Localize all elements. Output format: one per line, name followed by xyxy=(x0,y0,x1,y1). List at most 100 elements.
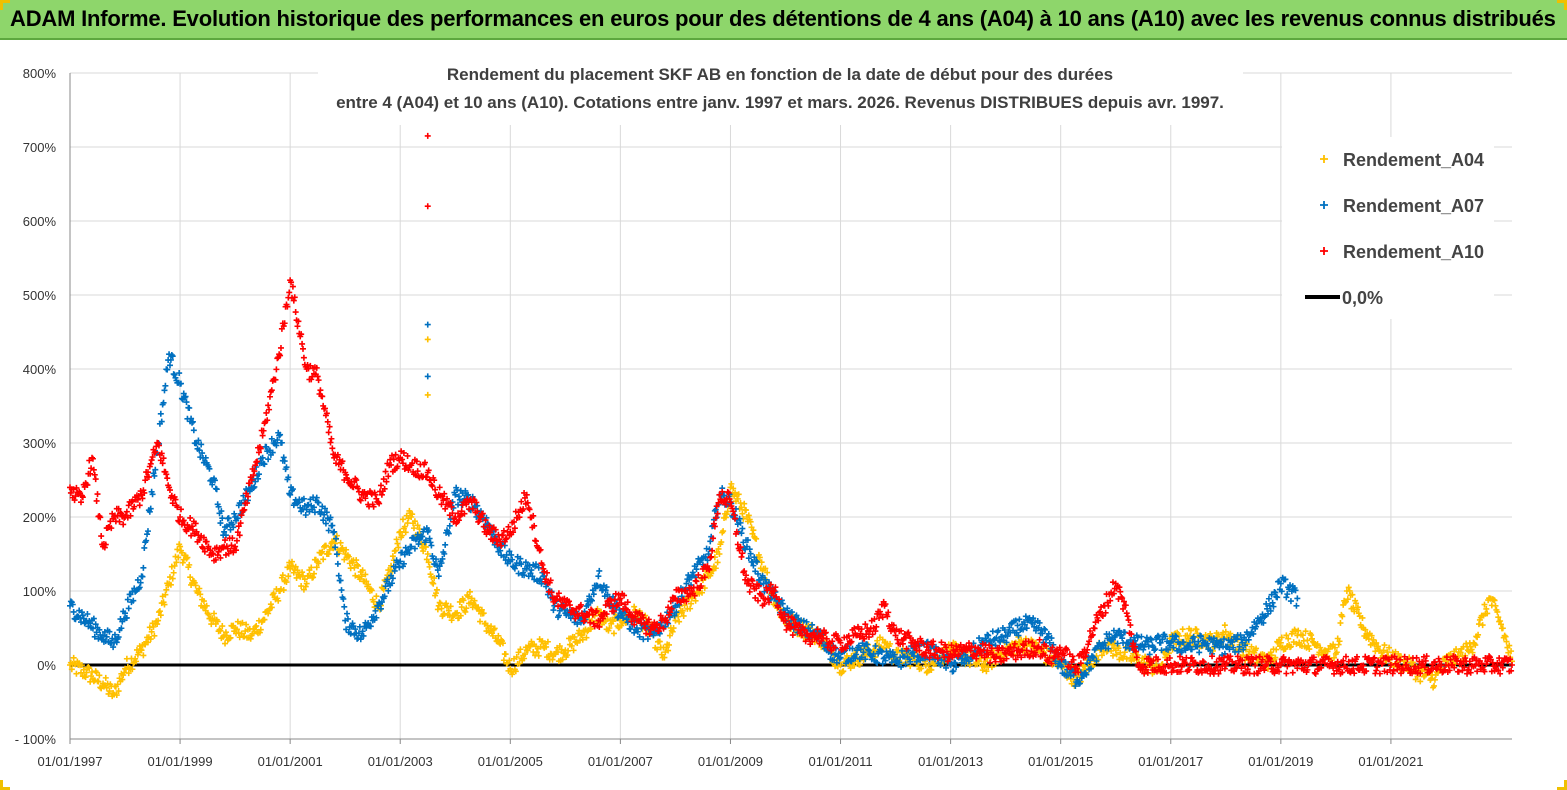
data-point-rendement_a10 xyxy=(1472,662,1479,669)
data-point-rendement_a10 xyxy=(1087,628,1094,635)
data-point-rendement_a10 xyxy=(385,473,392,480)
data-point-rendement_a10 xyxy=(232,543,239,550)
data-point-rendement_a04 xyxy=(1344,596,1351,603)
data-point-rendement_a07 xyxy=(340,595,347,602)
data-point-rendement_a07 xyxy=(474,502,481,509)
data-point-rendement_a04 xyxy=(171,562,178,569)
data-point-rendement_a07 xyxy=(506,548,513,555)
data-point-rendement_a07 xyxy=(130,597,137,604)
data-point-rendement_a10 xyxy=(710,535,717,542)
data-point-rendement_a10 xyxy=(1055,651,1062,658)
data-point-rendement_a04 xyxy=(457,612,464,619)
data-point-rendement_a07 xyxy=(1287,598,1294,605)
legend-marker xyxy=(1320,155,1328,163)
data-point-rendement_a10 xyxy=(869,631,876,638)
data-point-rendement_a04 xyxy=(887,640,894,647)
data-point-rendement_a04 xyxy=(570,647,577,654)
data-point-rendement_a07 xyxy=(325,527,332,534)
data-point-rendement_a07 xyxy=(1270,603,1277,610)
data-point-rendement_a10 xyxy=(505,523,512,530)
data-point-rendement_a07 xyxy=(874,659,881,666)
data-point-rendement_a10 xyxy=(999,645,1006,652)
data-point-rendement_a10 xyxy=(1291,661,1298,668)
data-point-rendement_a07 xyxy=(1166,642,1173,649)
data-point-rendement_a07 xyxy=(452,491,459,498)
data-point-rendement_a07 xyxy=(1230,644,1237,651)
data-point-rendement_a07 xyxy=(327,514,334,521)
data-point-rendement_a10 xyxy=(203,538,210,545)
data-point-rendement_a10 xyxy=(73,484,80,491)
data-point-rendement_a07 xyxy=(1204,640,1211,647)
data-point-rendement_a10 xyxy=(967,647,974,654)
data-point-rendement_a04 xyxy=(401,523,408,530)
data-point-rendement_a07 xyxy=(1004,633,1011,640)
data-point-rendement_a10 xyxy=(152,448,159,455)
data-point-rendement_a07 xyxy=(1087,665,1094,672)
data-point-rendement_a10 xyxy=(295,318,302,325)
data-point-rendement_a07 xyxy=(753,558,760,564)
data-point-rendement_a04 xyxy=(478,606,485,613)
data-point-rendement_a10 xyxy=(1118,594,1125,601)
outlier-point xyxy=(424,373,431,380)
data-point-rendement_a10 xyxy=(381,485,388,492)
data-point-rendement_a10 xyxy=(409,460,416,467)
data-point-rendement_a07 xyxy=(1006,624,1013,631)
data-point-rendement_a10 xyxy=(441,490,448,497)
data-point-rendement_a07 xyxy=(164,366,171,373)
data-point-rendement_a04 xyxy=(422,544,429,551)
data-point-rendement_a04 xyxy=(434,606,441,613)
data-point-rendement_a10 xyxy=(1467,669,1474,676)
data-point-rendement_a07 xyxy=(285,474,292,481)
data-point-rendement_a10 xyxy=(738,553,745,560)
data-point-rendement_a10 xyxy=(1461,664,1468,671)
data-point-rendement_a04 xyxy=(133,658,140,665)
y-tick-label: 0% xyxy=(37,658,56,673)
data-point-rendement_a10 xyxy=(1009,648,1016,655)
outlier-point xyxy=(424,336,431,343)
data-point-rendement_a10 xyxy=(114,512,121,519)
data-point-rendement_a10 xyxy=(429,483,436,490)
data-point-rendement_a10 xyxy=(315,377,322,384)
data-point-rendement_a10 xyxy=(480,523,487,530)
data-point-rendement_a04 xyxy=(167,581,174,588)
data-point-rendement_a07 xyxy=(84,610,91,617)
data-point-rendement_a10 xyxy=(405,467,412,474)
data-point-rendement_a07 xyxy=(998,633,1005,640)
data-point-rendement_a04 xyxy=(294,567,301,574)
data-point-rendement_a04 xyxy=(925,662,932,668)
data-point-rendement_a10 xyxy=(1447,656,1454,663)
data-point-rendement_a10 xyxy=(813,636,820,643)
data-point-rendement_a07 xyxy=(745,555,752,562)
data-point-rendement_a04 xyxy=(197,591,204,598)
data-point-rendement_a04 xyxy=(268,604,275,611)
data-point-rendement_a10 xyxy=(1050,655,1057,662)
data-point-rendement_a07 xyxy=(1165,646,1172,653)
data-point-rendement_a10 xyxy=(1253,654,1260,661)
data-point-rendement_a07 xyxy=(891,651,898,658)
data-point-rendement_a04 xyxy=(579,636,586,643)
data-point-rendement_a07 xyxy=(149,491,156,498)
data-point-rendement_a04 xyxy=(739,510,746,517)
data-point-rendement_a04 xyxy=(656,638,663,645)
data-point-rendement_a10 xyxy=(783,626,790,633)
data-point-rendement_a04 xyxy=(1349,591,1356,598)
data-point-rendement_a10 xyxy=(309,373,316,380)
data-point-rendement_a04 xyxy=(1314,641,1321,648)
data-point-rendement_a07 xyxy=(1144,638,1151,645)
data-point-rendement_a04 xyxy=(239,619,246,626)
data-point-rendement_a04 xyxy=(315,560,322,567)
data-point-rendement_a10 xyxy=(532,538,539,545)
data-point-rendement_a07 xyxy=(103,633,110,640)
data-point-rendement_a07 xyxy=(953,664,960,671)
data-point-rendement_a10 xyxy=(277,344,284,351)
data-point-rendement_a04 xyxy=(1386,644,1393,651)
data-point-rendement_a10 xyxy=(1150,657,1157,664)
data-point-rendement_a07 xyxy=(263,443,270,450)
data-point-rendement_a10 xyxy=(1342,653,1349,660)
data-point-rendement_a04 xyxy=(979,667,986,674)
data-point-rendement_a10 xyxy=(809,638,816,645)
data-point-rendement_a04 xyxy=(462,608,469,615)
data-point-rendement_a04 xyxy=(1384,649,1391,656)
data-point-rendement_a04 xyxy=(565,647,572,654)
data-point-rendement_a04 xyxy=(420,548,427,555)
